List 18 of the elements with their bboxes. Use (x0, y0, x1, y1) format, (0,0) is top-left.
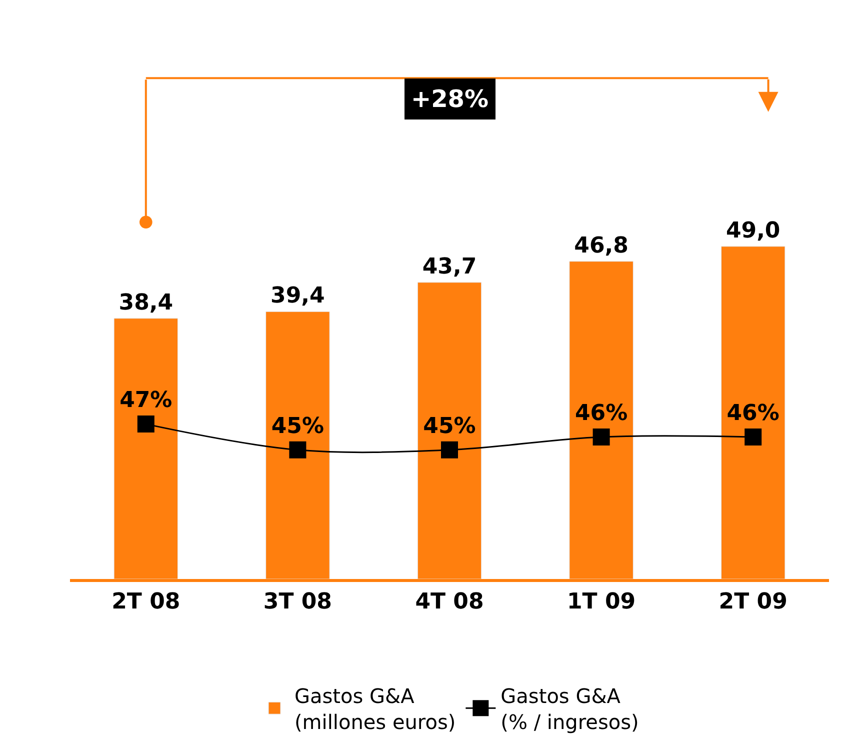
data-label: 45% (271, 414, 324, 439)
data-label: 39,4 (270, 284, 325, 309)
x-tick-label: 3T 08 (263, 589, 332, 614)
legend-label: Gastos G&A (millones euros) (294, 684, 456, 734)
x-tick-label: 2T 09 (718, 589, 788, 614)
text: +28% (411, 85, 489, 113)
data-label: 47% (120, 388, 172, 413)
data-label: 46,8 (574, 233, 628, 258)
data-label: 49,0 (726, 218, 780, 244)
data-label: 38,4 (118, 290, 174, 316)
x-tick-label: 2T 08 (112, 589, 180, 614)
x-tick-label: 1T 09 (567, 589, 636, 614)
data-label: 46% (574, 400, 628, 426)
data-label: 46% (726, 400, 780, 426)
legend-label: Gastos G&A (% / ingresos) (500, 684, 639, 734)
data-label: 45% (423, 414, 476, 439)
x-tick-label: 4T 08 (415, 589, 484, 614)
data-label: 43,7 (422, 254, 477, 280)
